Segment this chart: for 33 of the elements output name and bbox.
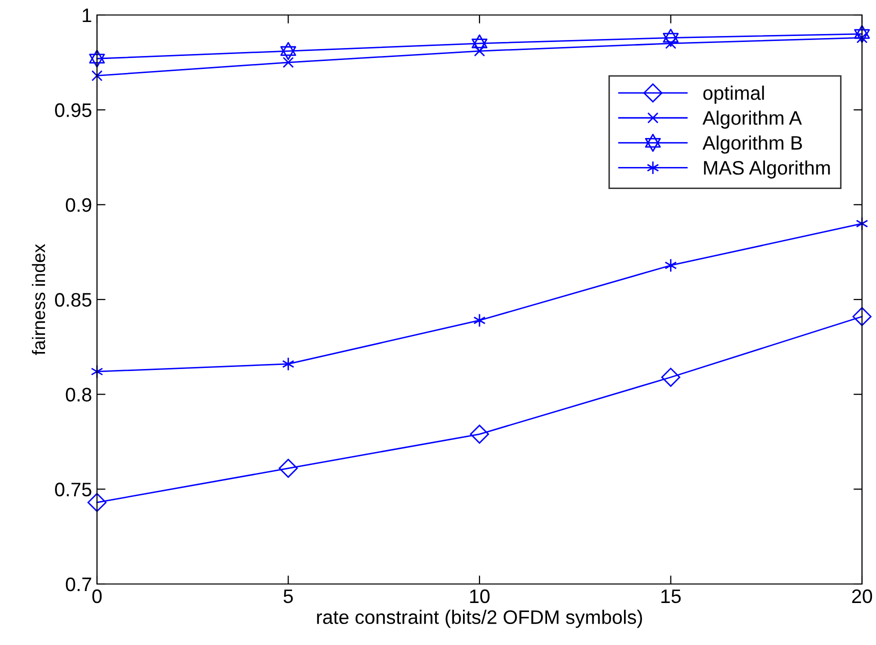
x-axis-title: rate constraint (bits/2 OFDM symbols) — [317, 610, 642, 628]
point — [664, 258, 677, 272]
point — [662, 28, 679, 47]
point — [282, 56, 294, 68]
x-tick-label: 10 — [470, 589, 490, 604]
x-tick-label: 5 — [284, 590, 293, 604]
point — [470, 424, 490, 444]
point — [472, 34, 488, 52]
y-tick-label: 0.95 — [55, 103, 92, 118]
y-tick-label: 0.8 — [66, 388, 92, 402]
point — [278, 458, 298, 478]
point — [473, 313, 486, 328]
point — [661, 368, 680, 387]
legend-label: MAS Algorithm — [704, 160, 830, 179]
x-tick-label: 0 — [92, 589, 102, 604]
x-tick-label: 15 — [661, 590, 681, 604]
legend-label: Algorithm B — [702, 136, 802, 154]
y-tick-label: 0.85 — [55, 292, 92, 307]
point — [91, 70, 103, 82]
point — [854, 24, 870, 43]
point — [89, 50, 105, 68]
y-axis-title: fairness index — [32, 244, 46, 355]
y-tick-label: 0.75 — [55, 482, 92, 496]
y-tick-label: 0.7 — [66, 577, 92, 592]
legend-label: optimal — [703, 86, 764, 104]
x-tick-label: 20 — [852, 589, 872, 604]
legend-label: Algorithm A — [702, 110, 802, 129]
point — [474, 45, 486, 57]
point — [282, 357, 294, 371]
point — [280, 42, 296, 60]
y-tick-label: 1 — [82, 8, 92, 22]
point — [852, 307, 872, 326]
y-tick-label: 0.9 — [66, 198, 92, 212]
